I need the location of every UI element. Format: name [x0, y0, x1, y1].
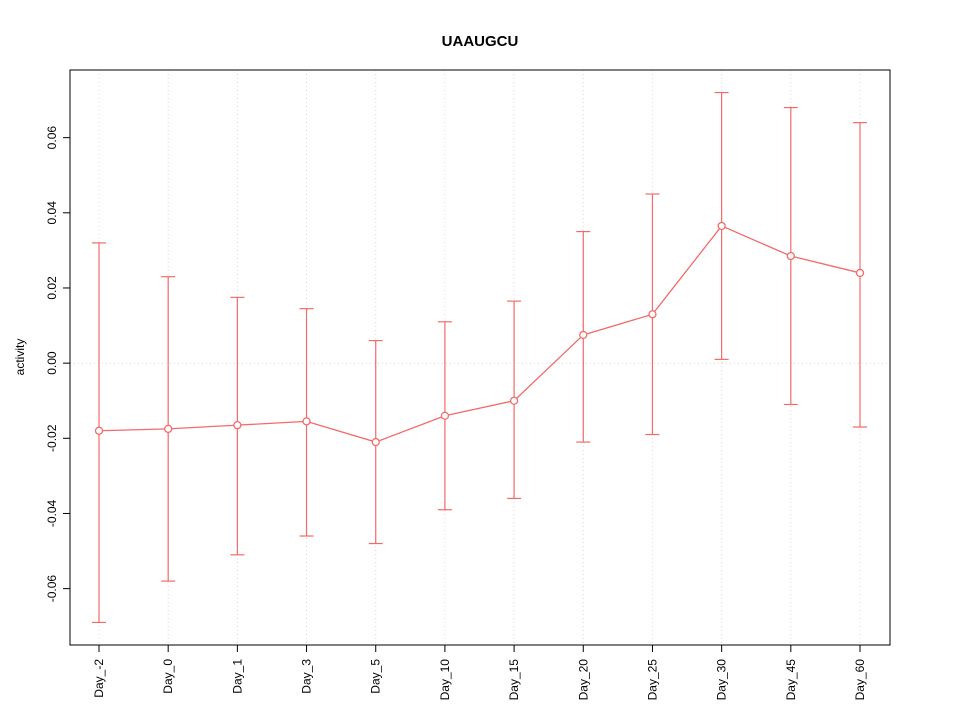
plot-border [69, 69, 891, 646]
data-point [786, 251, 795, 261]
data-point [371, 437, 380, 447]
y-tick-label: -0.04 [45, 499, 59, 527]
data-point [302, 417, 311, 426]
y-tick-label: 0.04 [45, 201, 59, 225]
data-point [164, 424, 173, 434]
x-tick-label: Day_15 [507, 659, 521, 701]
chart-title: UAAUGCU [442, 33, 519, 50]
data-point [509, 396, 519, 405]
x-tick-label: Day_45 [784, 659, 798, 701]
y-tick-label: 0.00 [45, 351, 59, 375]
x-tick-label: Day_0 [161, 659, 175, 694]
y-tick-label: 0.06 [45, 126, 59, 150]
x-tick-label: Day_30 [715, 659, 729, 701]
data-point [855, 268, 865, 278]
data-point [717, 221, 726, 231]
y-axis-label: activity [13, 339, 27, 376]
data-point [94, 426, 104, 435]
data-point [440, 411, 450, 420]
x-tick-label: Day_1 [230, 659, 244, 694]
data-point [579, 330, 588, 340]
x-tick-label: Day_-2 [92, 659, 106, 698]
y-tick-label: -0.02 [45, 424, 59, 452]
data-point [648, 310, 657, 319]
plot-area: -0.06 -0.04 -0.02 0.00 0.02 0.04 0.06 Day_-2 Day… [45, 69, 891, 701]
x-tick-label: Day_10 [438, 659, 452, 701]
series-line [98, 225, 861, 443]
x-tick-label: Day_5 [369, 659, 383, 694]
x-tick-label: Day_3 [300, 659, 314, 694]
y-tick-label: 0.02 [45, 276, 59, 300]
x-tick-label: Day_20 [576, 659, 590, 701]
x-tick-label: Day_25 [645, 659, 659, 701]
x-tick-label: Day_60 [853, 659, 867, 701]
y-tick-label: -0.06 [45, 575, 59, 603]
data-point [233, 420, 242, 430]
